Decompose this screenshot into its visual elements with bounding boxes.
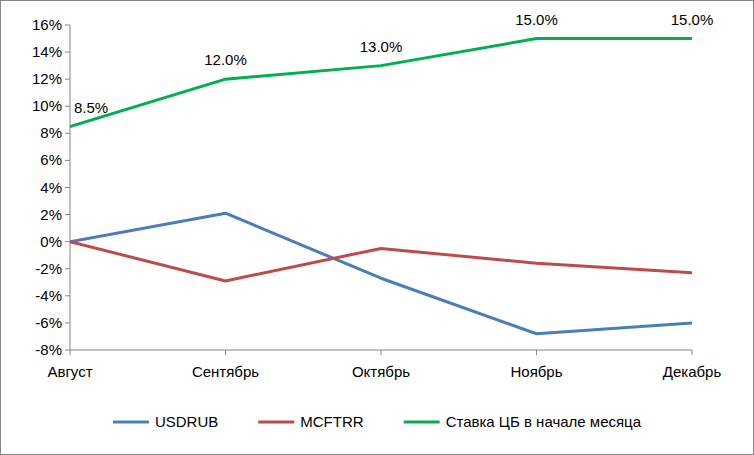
y-tick: [65, 241, 70, 242]
legend-item: MCFTRR: [258, 413, 363, 430]
y-tick: [65, 350, 70, 351]
x-tick: [225, 350, 226, 355]
y-tick: [65, 25, 70, 26]
legend-label: MCFTRR: [300, 413, 363, 430]
legend-item: Ставка ЦБ в начале месяца: [404, 413, 642, 430]
legend-label: USDRUB: [155, 413, 218, 430]
y-tick: [65, 106, 70, 107]
y-tick: [65, 187, 70, 188]
y-tick-label: 2%: [40, 206, 62, 223]
x-tick: [536, 350, 537, 355]
data-label: 15.0%: [515, 11, 558, 28]
y-tick-label: -2%: [35, 260, 62, 277]
y-tick: [65, 322, 70, 323]
data-label: 12.0%: [204, 51, 247, 68]
y-tick-label: -8%: [35, 341, 62, 358]
legend-label: Ставка ЦБ в начале месяца: [446, 413, 642, 430]
y-tick: [65, 52, 70, 53]
y-tick: [65, 214, 70, 215]
y-tick: [65, 133, 70, 134]
plot-lines: [70, 39, 692, 334]
y-tick-label: 0%: [40, 233, 62, 250]
legend-swatch: [258, 421, 294, 424]
chart-border: [1, 1, 754, 455]
y-tick: [65, 160, 70, 161]
y-tick-label: 12%: [32, 70, 62, 87]
x-tick-label: Октябрь: [352, 363, 410, 380]
x-tick: [381, 350, 382, 355]
y-tick-label: 4%: [40, 179, 62, 196]
data-label: 15.0%: [671, 11, 714, 28]
y-tick-label: 6%: [40, 151, 62, 168]
x-tick-label: Август: [47, 363, 92, 380]
x-tick: [692, 350, 693, 355]
y-tick-label: 10%: [32, 97, 62, 114]
y-tick: [65, 268, 70, 269]
x-tick-label: Декабрь: [663, 363, 722, 380]
legend-swatch: [113, 421, 149, 424]
x-tick-label: Сентябрь: [192, 363, 259, 380]
x-tick-label: Ноябрь: [510, 363, 562, 380]
data-label: 13.0%: [360, 38, 403, 55]
legend: USDRUB MCFTRR Ставка ЦБ в начале месяца: [113, 413, 642, 430]
series-line: [70, 39, 692, 127]
data-label: 8.5%: [74, 99, 108, 116]
y-tick-label: 16%: [32, 16, 62, 33]
series-line: [70, 213, 692, 334]
chart: -8% -6% -4% -2% 0% 2% 4% 6% 8% 10% 12% 14% 16% Август…: [0, 0, 754, 455]
y-tick: [65, 295, 70, 296]
y-tick: [65, 79, 70, 80]
y-tick-label: -4%: [35, 287, 62, 304]
legend-swatch: [404, 421, 440, 424]
y-tick-label: 14%: [32, 43, 62, 60]
legend-item: USDRUB: [113, 413, 218, 430]
series-line: [70, 242, 692, 281]
x-tick: [70, 350, 71, 355]
y-tick-label: -6%: [35, 314, 62, 331]
y-tick-label: 8%: [40, 124, 62, 141]
